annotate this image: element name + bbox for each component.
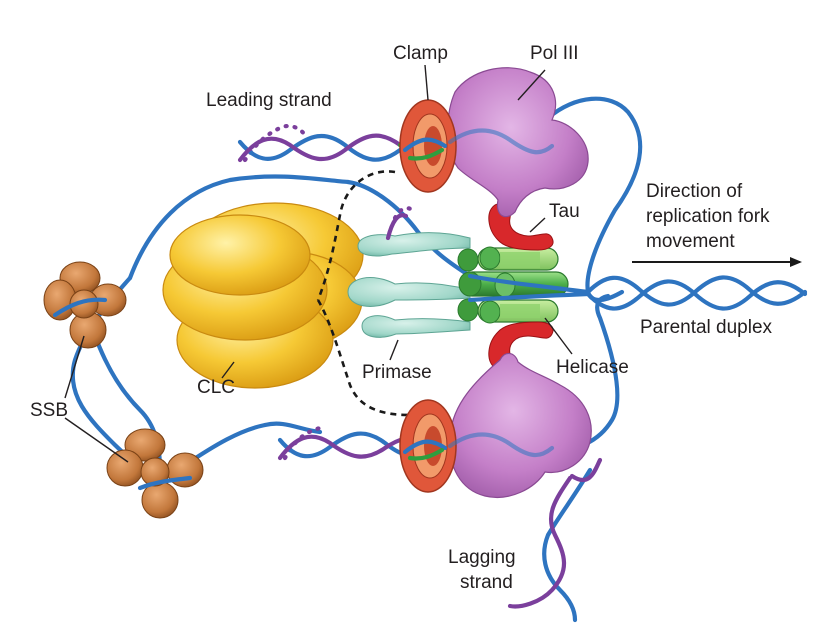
tau-linkers: [316, 170, 411, 417]
strands-through-pol: [447, 128, 555, 458]
ssb-lower: [106, 428, 204, 519]
clamp-lower: [399, 399, 457, 493]
clc-complex: [162, 202, 364, 389]
label-parental-duplex: Parental duplex: [640, 317, 773, 338]
primase: [347, 206, 471, 338]
helicase: [457, 246, 591, 324]
ssb-upper: [43, 261, 127, 349]
clamp-upper: [399, 99, 457, 193]
pol-iii-upper: [447, 67, 589, 218]
label-direction-line2: replication fork: [646, 206, 770, 227]
lagging-strand-tail: [507, 457, 603, 623]
label-helicase: Helicase: [556, 357, 629, 378]
label-direction-line3: movement: [646, 231, 735, 252]
label-pol-iii: Pol III: [530, 43, 579, 64]
leader-lines: [64, 64, 573, 463]
label-primase: Primase: [362, 362, 432, 383]
parental-duplex: [585, 275, 808, 311]
label-direction-line1: Direction of: [646, 181, 743, 202]
label-leading-strand: Leading strand: [206, 90, 332, 111]
label-lagging-line2: strand: [460, 572, 513, 593]
label-lagging-line1: Lagging: [448, 547, 516, 568]
label-clamp: Clamp: [393, 43, 448, 64]
label-ssb: SSB: [30, 400, 68, 421]
label-clc: CLC: [197, 377, 235, 398]
label-tau: Tau: [549, 201, 580, 222]
